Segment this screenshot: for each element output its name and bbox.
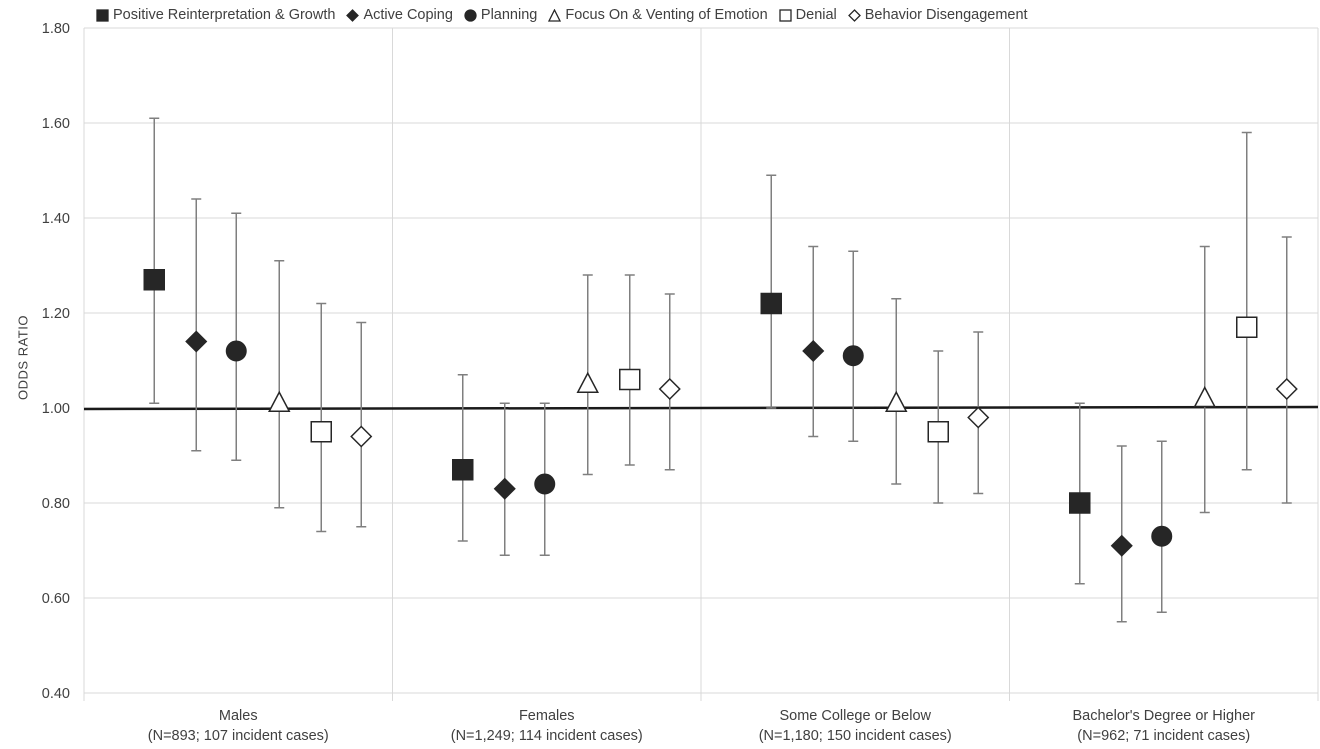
legend-label: Active Coping xyxy=(363,7,453,23)
data-point-marker xyxy=(760,292,782,315)
legend-item: Positive Reinterpretation & Growth xyxy=(96,7,335,23)
data-point-marker xyxy=(310,421,332,443)
data-point-marker xyxy=(350,425,373,448)
category-name: Some College or Below xyxy=(779,708,932,724)
y-tick-label: 1.80 xyxy=(42,21,70,37)
series-denial xyxy=(310,131,1258,533)
legend-item: Planning xyxy=(464,7,537,23)
chart-legend: Positive Reinterpretation & Growth Active… xyxy=(96,4,1039,26)
category-name: Males xyxy=(218,708,258,724)
series-active-coping xyxy=(185,198,1133,623)
reference-line xyxy=(83,405,1319,411)
legend-circle-filled-icon xyxy=(464,8,477,22)
y-tick-label: 1.00 xyxy=(42,401,70,417)
legend-label: Denial xyxy=(795,7,837,23)
category-sample-size: (N=1,249; 114 incident cases) xyxy=(450,728,643,744)
legend-diamond-open-icon xyxy=(847,8,861,22)
category-label: Bachelor's Degree or Higher (N=962; 71 in… xyxy=(1010,706,1319,746)
legend-item: Behavior Disengagement xyxy=(847,7,1028,23)
y-axis-label: ODDS RATIO xyxy=(15,315,31,400)
data-point-marker xyxy=(1275,377,1298,401)
data-point-marker xyxy=(576,371,599,393)
data-point-marker xyxy=(802,339,825,363)
y-tick-label: 1.60 xyxy=(42,116,70,132)
data-point-marker xyxy=(842,345,864,367)
data-point-marker xyxy=(1236,316,1258,338)
legend-label: Planning xyxy=(480,7,538,23)
legend-label: Positive Reinterpretation & Growth xyxy=(113,7,336,23)
data-point-marker xyxy=(185,330,208,353)
category-name: Females xyxy=(518,708,575,724)
data-point-marker xyxy=(927,421,949,443)
category-sample-size: (N=1,180; 150 incident cases) xyxy=(758,728,952,744)
data-point-marker xyxy=(1193,385,1216,408)
legend-item: Focus On & Venting of Emotion xyxy=(548,7,768,23)
data-point-marker xyxy=(967,406,990,429)
legend-square-filled-icon xyxy=(96,8,109,22)
data-point-marker xyxy=(658,377,681,401)
legend-square-open-icon xyxy=(779,8,792,22)
data-point-marker xyxy=(619,368,641,391)
legend-triangle-open-icon xyxy=(548,8,562,22)
y-tick-label: 1.40 xyxy=(42,211,70,227)
category-label: Some College or Below (N=1,180; 150 incid… xyxy=(701,706,1010,746)
y-tick-label: 0.60 xyxy=(42,591,70,607)
data-point-marker xyxy=(1151,525,1173,547)
category-sample-size: (N=962; 71 incident cases) xyxy=(1077,728,1251,744)
data-point-marker xyxy=(143,269,165,291)
data-point-marker xyxy=(534,473,556,495)
y-tick-label: 1.20 xyxy=(42,306,70,322)
legend-item: Active Coping xyxy=(346,7,453,23)
series-planning xyxy=(225,212,1173,613)
series-positive-reinterpretation-growth xyxy=(143,117,1091,585)
y-tick-label: 0.40 xyxy=(42,686,70,702)
data-point-marker xyxy=(452,459,474,481)
data-point-marker xyxy=(1110,534,1133,557)
legend-diamond-filled-icon xyxy=(346,8,360,22)
data-point-marker xyxy=(225,340,247,362)
category-sample-size: (N=893; 107 incident cases) xyxy=(147,728,329,744)
y-tick-label: 0.80 xyxy=(42,496,70,512)
series-behavior-disengagement xyxy=(350,236,1298,528)
data-point-marker xyxy=(1069,492,1091,514)
category-label: Males (N=893; 107 incident cases) xyxy=(84,706,393,746)
series-focus-on-venting-of-emotion xyxy=(268,245,1216,514)
data-point-marker xyxy=(493,477,516,500)
category-name: Bachelor's Degree or Higher xyxy=(1072,708,1256,724)
data-point-marker xyxy=(885,390,908,412)
legend-label: Behavior Disengagement xyxy=(864,7,1028,23)
legend-item: Denial xyxy=(779,7,837,23)
data-point-marker xyxy=(268,390,291,412)
category-label: Females (N=1,249; 114 incident cases) xyxy=(393,706,702,746)
legend-label: Focus On & Venting of Emotion xyxy=(565,7,768,23)
